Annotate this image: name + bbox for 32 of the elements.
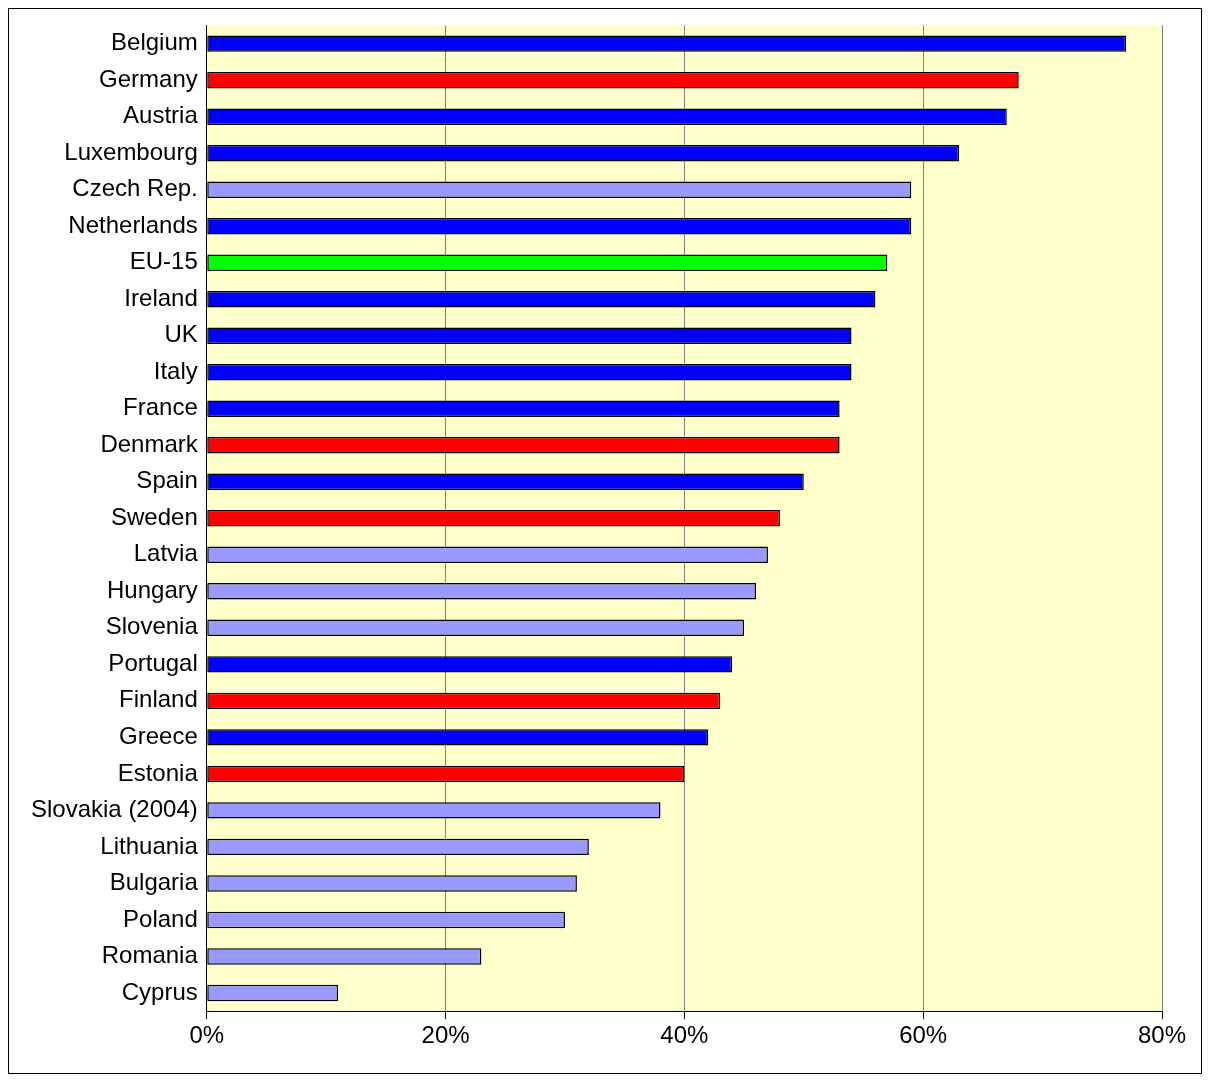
x-tick-label: 60% bbox=[899, 1021, 948, 1049]
y-tick-label: Belgium bbox=[111, 28, 198, 56]
x-tick-label: 80% bbox=[1137, 1021, 1187, 1049]
y-tick-label: Cyprus bbox=[121, 977, 198, 1005]
y-tick-label: Poland bbox=[123, 904, 198, 932]
y-tick-label: Italy bbox=[153, 356, 198, 384]
y-tick-label: Luxembourg bbox=[64, 137, 198, 165]
y-tick-label: Hungary bbox=[107, 575, 198, 603]
y-tick-label: Greece bbox=[119, 721, 198, 749]
y-tick-label: Portugal bbox=[108, 648, 198, 676]
y-tick-label: Latvia bbox=[133, 539, 199, 567]
y-tick-label: Lithuania bbox=[100, 831, 199, 859]
y-tick-label: Denmark bbox=[100, 429, 199, 457]
y-tick-label: Netherlands bbox=[68, 210, 198, 238]
y-tick-label: Finland bbox=[119, 685, 198, 713]
y-tick-label: Slovenia bbox=[105, 612, 199, 640]
y-tick-label: Ireland bbox=[124, 283, 198, 311]
y-tick-label: Estonia bbox=[117, 758, 199, 786]
x-tick-label: 0% bbox=[189, 1021, 225, 1049]
x-tick-label: 40% bbox=[660, 1021, 709, 1049]
y-tick-label: Spain bbox=[136, 466, 198, 494]
y-tick-label: Bulgaria bbox=[109, 868, 199, 896]
x-tick-label: 20% bbox=[421, 1021, 470, 1049]
y-tick-label: EU-15 bbox=[129, 247, 198, 275]
y-tick-label: Slovakia (2004) bbox=[30, 795, 198, 823]
y-tick-label: France bbox=[123, 393, 198, 421]
y-tick-label: Czech Rep. bbox=[72, 174, 198, 202]
y-tick-label: Germany bbox=[99, 64, 198, 92]
y-tick-label: Sweden bbox=[111, 502, 198, 530]
y-tick-label: Austria bbox=[123, 101, 199, 129]
y-tick-label: UK bbox=[164, 320, 198, 348]
y-tick-label: Romania bbox=[101, 941, 199, 969]
